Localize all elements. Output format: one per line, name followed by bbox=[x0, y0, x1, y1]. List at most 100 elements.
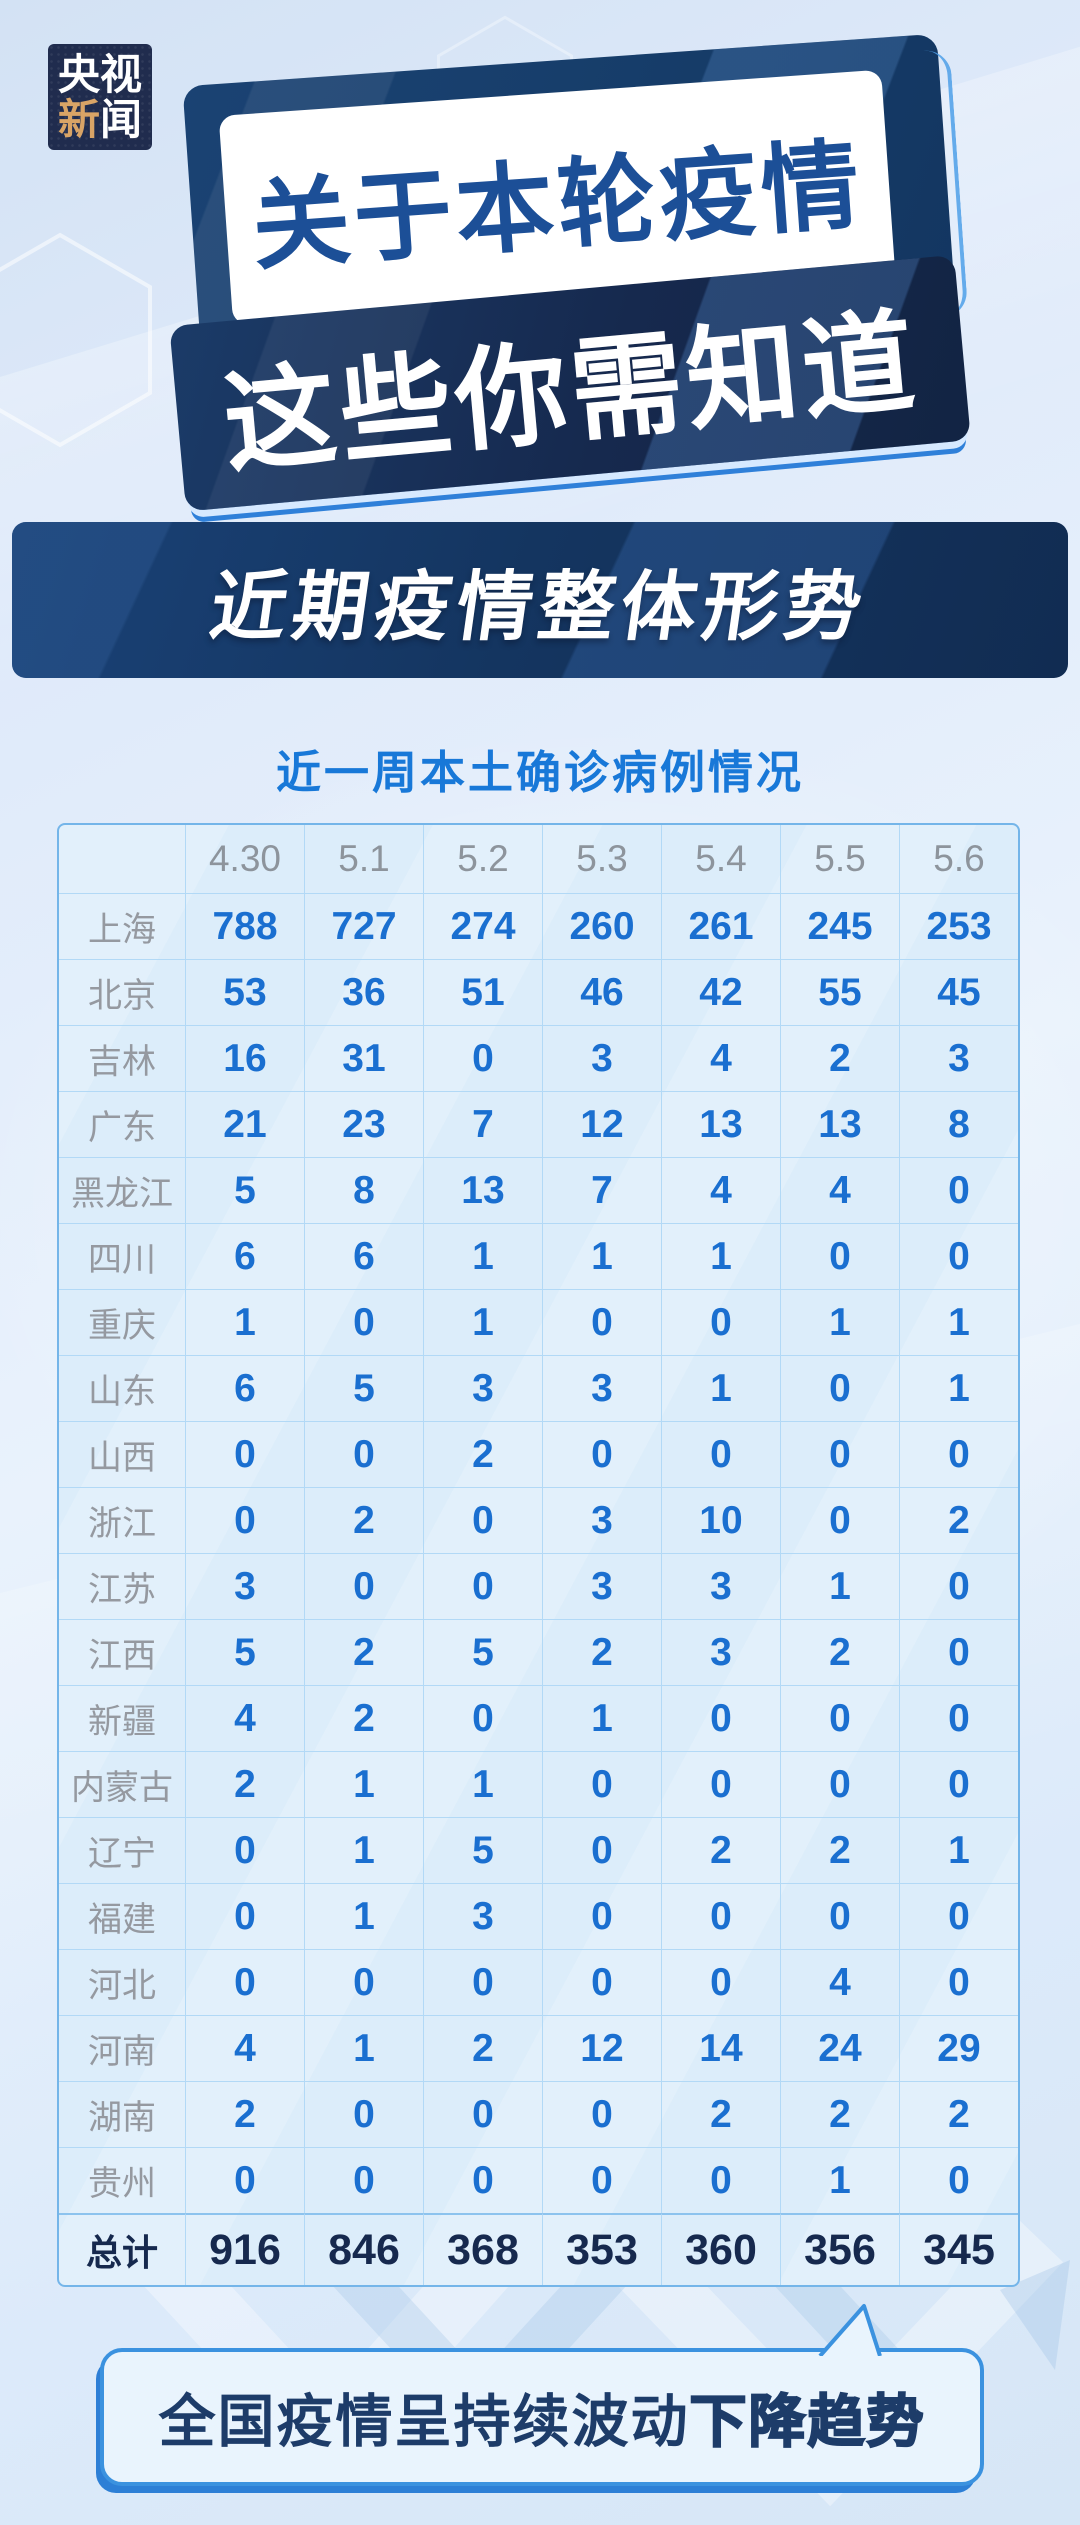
table-total-value: 345 bbox=[899, 2213, 1018, 2285]
logo-char: 视 bbox=[100, 50, 143, 98]
table-value-cell: 16 bbox=[185, 1025, 304, 1091]
table-row-label: 江西 bbox=[59, 1619, 185, 1685]
table-row-label: 湖南 bbox=[59, 2081, 185, 2147]
cctv-news-logo: 央 视 新 闻 bbox=[48, 44, 152, 150]
table-value-cell: 3 bbox=[423, 1355, 542, 1421]
table-value-cell: 0 bbox=[304, 1421, 423, 1487]
table-value-cell: 29 bbox=[899, 2015, 1018, 2081]
table-value-cell: 0 bbox=[899, 1619, 1018, 1685]
table-value-cell: 51 bbox=[423, 959, 542, 1025]
table-value-cell: 1 bbox=[423, 1223, 542, 1289]
table-value-cell: 1 bbox=[661, 1355, 780, 1421]
table-value-cell: 0 bbox=[304, 1553, 423, 1619]
table-value-cell: 0 bbox=[542, 2081, 661, 2147]
table-row-label: 广东 bbox=[59, 1091, 185, 1157]
table-value-cell: 2 bbox=[661, 2081, 780, 2147]
table-value-cell: 261 bbox=[661, 893, 780, 959]
table-value-cell: 0 bbox=[899, 1421, 1018, 1487]
table-value-cell: 0 bbox=[899, 2147, 1018, 2213]
table-value-cell: 0 bbox=[185, 1883, 304, 1949]
table-value-cell: 0 bbox=[423, 1949, 542, 2015]
table-value-cell: 4 bbox=[780, 1157, 899, 1223]
table-value-cell: 2 bbox=[780, 1619, 899, 1685]
table-value-cell: 0 bbox=[423, 1553, 542, 1619]
table-value-cell: 0 bbox=[304, 2147, 423, 2213]
table-value-cell: 0 bbox=[185, 2147, 304, 2213]
table-value-cell: 1 bbox=[423, 1751, 542, 1817]
table-value-cell: 1 bbox=[185, 1289, 304, 1355]
table-value-cell: 6 bbox=[185, 1223, 304, 1289]
table-value-cell: 1 bbox=[542, 1223, 661, 1289]
table-value-cell: 1 bbox=[304, 1883, 423, 1949]
table-value-cell: 4 bbox=[780, 1949, 899, 2015]
table-value-cell: 727 bbox=[304, 893, 423, 959]
table-row-label: 贵州 bbox=[59, 2147, 185, 2213]
table-value-cell: 788 bbox=[185, 893, 304, 959]
table-row-label: 内蒙古 bbox=[59, 1751, 185, 1817]
table-title: 近一周本土确诊病例情况 bbox=[275, 747, 804, 798]
table-value-cell: 0 bbox=[423, 1025, 542, 1091]
table-value-cell: 0 bbox=[423, 2147, 542, 2213]
table-row-label: 黑龙江 bbox=[59, 1157, 185, 1223]
table-value-cell: 6 bbox=[304, 1223, 423, 1289]
table-value-cell: 0 bbox=[304, 2081, 423, 2147]
table-value-cell: 3 bbox=[661, 1619, 780, 1685]
summary-text: 全国疫情呈持续波动下降趋势 bbox=[159, 2376, 926, 2458]
table-value-cell: 4 bbox=[661, 1157, 780, 1223]
table-value-cell: 1 bbox=[780, 2147, 899, 2213]
table-row-label: 山东 bbox=[59, 1355, 185, 1421]
table-value-cell: 3 bbox=[542, 1355, 661, 1421]
table-value-cell: 0 bbox=[542, 1817, 661, 1883]
table-row-label: 吉林 bbox=[59, 1025, 185, 1091]
summary-text-regular: 全国疫情呈持续波动 bbox=[158, 2390, 690, 2454]
table-value-cell: 0 bbox=[542, 1751, 661, 1817]
table-value-cell: 0 bbox=[542, 1289, 661, 1355]
table-row-label: 北京 bbox=[59, 959, 185, 1025]
table-value-cell: 36 bbox=[304, 959, 423, 1025]
table-value-cell: 1 bbox=[304, 1817, 423, 1883]
table-value-cell: 4 bbox=[185, 1685, 304, 1751]
summary-bubble: 全国疫情呈持续波动下降趋势 bbox=[100, 2304, 984, 2486]
table-value-cell: 0 bbox=[780, 1685, 899, 1751]
table-value-cell: 0 bbox=[780, 1355, 899, 1421]
table-value-cell: 5 bbox=[423, 1817, 542, 1883]
table-value-cell: 13 bbox=[661, 1091, 780, 1157]
table-value-cell: 1 bbox=[661, 1223, 780, 1289]
table-value-cell: 1 bbox=[423, 1289, 542, 1355]
table-value-cell: 13 bbox=[423, 1157, 542, 1223]
table-value-cell: 31 bbox=[304, 1025, 423, 1091]
table-value-cell: 2 bbox=[899, 2081, 1018, 2147]
table-total-label: 总计 bbox=[59, 2213, 185, 2285]
table-value-cell: 0 bbox=[185, 1487, 304, 1553]
table-value-cell: 8 bbox=[899, 1091, 1018, 1157]
table-value-cell: 3 bbox=[542, 1553, 661, 1619]
table-value-cell: 0 bbox=[899, 1751, 1018, 1817]
table-date-header: 5.4 bbox=[661, 825, 780, 893]
table-value-cell: 12 bbox=[542, 2015, 661, 2081]
table-row-label: 河南 bbox=[59, 2015, 185, 2081]
table-value-cell: 14 bbox=[661, 2015, 780, 2081]
table-value-cell: 4 bbox=[185, 2015, 304, 2081]
table-value-cell: 1 bbox=[304, 1751, 423, 1817]
table-value-cell: 3 bbox=[661, 1553, 780, 1619]
table-row-label: 河北 bbox=[59, 1949, 185, 2015]
table-row-label: 浙江 bbox=[59, 1487, 185, 1553]
table-value-cell: 0 bbox=[780, 1883, 899, 1949]
table-value-cell: 13 bbox=[780, 1091, 899, 1157]
table-value-cell: 10 bbox=[661, 1487, 780, 1553]
table-value-cell: 0 bbox=[304, 1289, 423, 1355]
table-value-cell: 0 bbox=[899, 1883, 1018, 1949]
bubble-tail-icon bbox=[818, 2304, 882, 2356]
table-value-cell: 3 bbox=[423, 1883, 542, 1949]
table-value-cell: 5 bbox=[304, 1355, 423, 1421]
table-value-cell: 2 bbox=[780, 2081, 899, 2147]
table-value-cell: 23 bbox=[304, 1091, 423, 1157]
table-date-header: 4.30 bbox=[185, 825, 304, 893]
table-value-cell: 0 bbox=[423, 1685, 542, 1751]
table-value-cell: 0 bbox=[542, 1883, 661, 1949]
table-value-cell: 21 bbox=[185, 1091, 304, 1157]
table-value-cell: 2 bbox=[185, 1751, 304, 1817]
table-value-cell: 24 bbox=[780, 2015, 899, 2081]
table-value-cell: 3 bbox=[185, 1553, 304, 1619]
table-value-cell: 7 bbox=[423, 1091, 542, 1157]
